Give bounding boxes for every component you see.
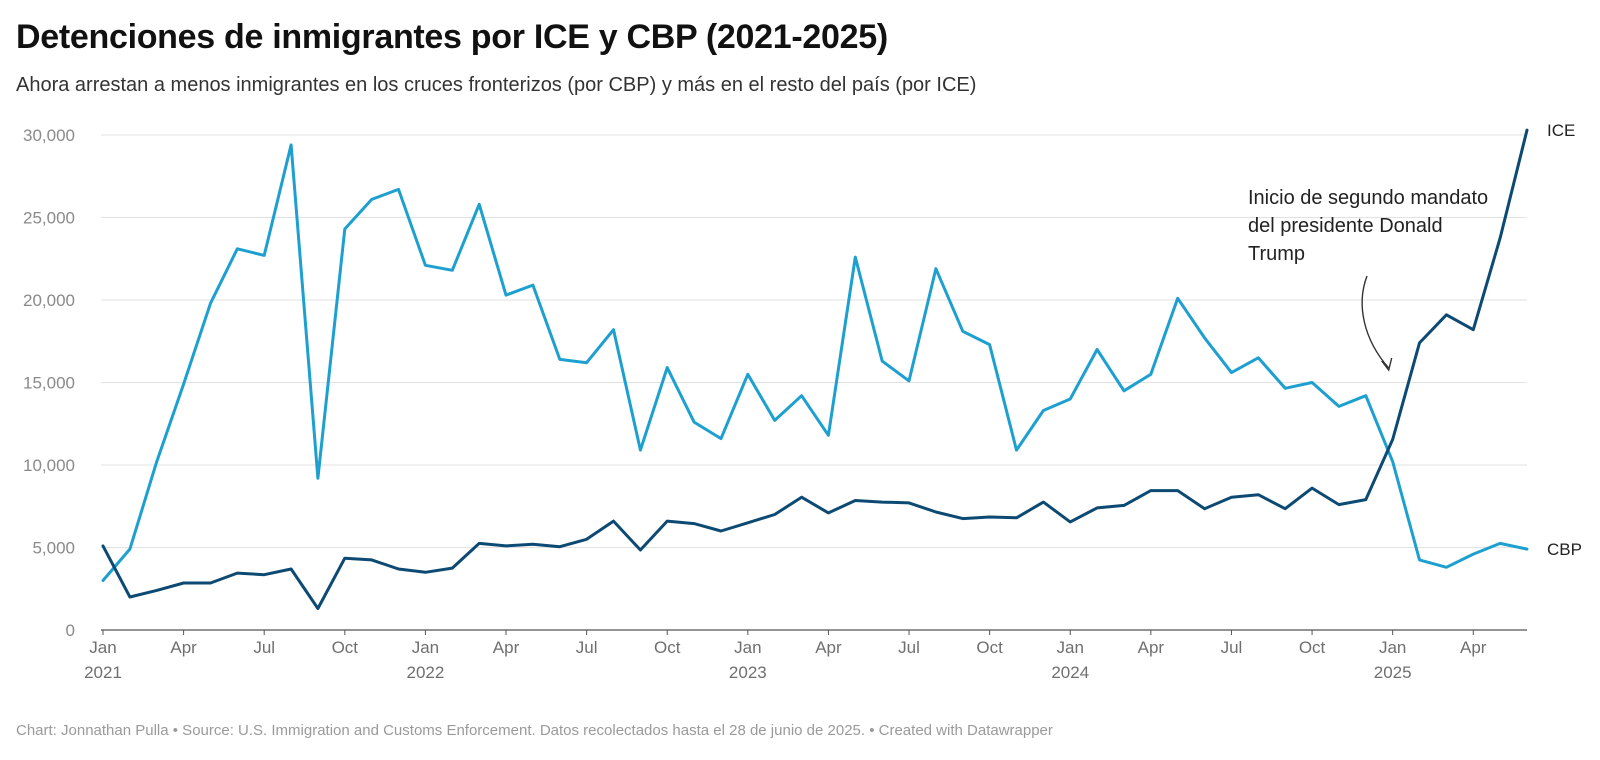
series-labels: CBP ICE	[1547, 121, 1582, 559]
x-tick-label: Oct	[976, 638, 1003, 657]
x-tick-label: Jan	[412, 638, 439, 657]
y-tick-label: 5,000	[32, 539, 75, 558]
x-axis-ticks: Jan 2021 Apr Jul Oct Jan 2022 Apr Jul Oct Jan 2023 A…	[84, 630, 1487, 682]
x-tick-year: 2023	[729, 663, 767, 682]
x-tick-label: Jul	[1221, 638, 1243, 657]
y-tick-label: 30,000	[23, 126, 75, 145]
x-tick-label: Apr	[1460, 638, 1487, 657]
chart-footer: Chart: Jonnathan Pulla • Source: U.S. Im…	[16, 722, 1053, 739]
x-tick-label: Jan	[1379, 638, 1406, 657]
x-tick-year: 2025	[1374, 663, 1412, 682]
y-axis-ticks: 0 5,000 10,000 15,000 20,000 25,000 30,000	[23, 126, 75, 640]
annotation-text-line: Trump	[1248, 243, 1305, 265]
x-tick-label: Apr	[170, 638, 197, 657]
annotation-arrowhead	[1381, 357, 1393, 372]
annotation: Inicio de segundo mandato del presidente …	[1248, 187, 1488, 372]
series-lines	[101, 128, 1529, 610]
x-tick-label: Jan	[734, 638, 761, 657]
series-line-cbp	[101, 143, 1529, 582]
x-tick-label: Jan	[1057, 638, 1084, 657]
chart-title: Detenciones de inmigrantes por ICE y CBP…	[16, 18, 888, 56]
y-tick-label: 20,000	[23, 291, 75, 310]
x-tick-year: 2021	[84, 663, 122, 682]
x-tick-label: Jan	[89, 638, 116, 657]
x-tick-label: Jul	[898, 638, 920, 657]
gridlines	[101, 134, 1527, 631]
annotation-arrow	[1361, 275, 1390, 369]
y-tick-label: 0	[66, 621, 75, 640]
series-label-cbp: CBP	[1547, 540, 1582, 559]
x-tick-year: 2022	[407, 663, 445, 682]
chart-subtitle: Ahora arrestan a menos inmigrantes en lo…	[16, 74, 977, 96]
x-tick-label: Apr	[815, 638, 842, 657]
x-tick-label: Oct	[654, 638, 681, 657]
x-tick-label: Apr	[493, 638, 520, 657]
x-tick-year: 2024	[1051, 663, 1089, 682]
x-tick-label: Oct	[1299, 638, 1326, 657]
x-tick-label: Jul	[253, 638, 275, 657]
x-tick-label: Apr	[1138, 638, 1165, 657]
annotation-text-line: Inicio de segundo mandato	[1248, 187, 1488, 209]
series-label-ice: ICE	[1547, 121, 1575, 140]
x-tick-label: Oct	[332, 638, 359, 657]
y-tick-label: 25,000	[23, 209, 75, 228]
y-tick-label: 10,000	[23, 456, 75, 475]
series-line-ice	[101, 128, 1529, 610]
annotation-text-line: del presidente Donald	[1248, 215, 1443, 237]
y-tick-label: 15,000	[23, 374, 75, 393]
x-tick-label: Jul	[576, 638, 598, 657]
